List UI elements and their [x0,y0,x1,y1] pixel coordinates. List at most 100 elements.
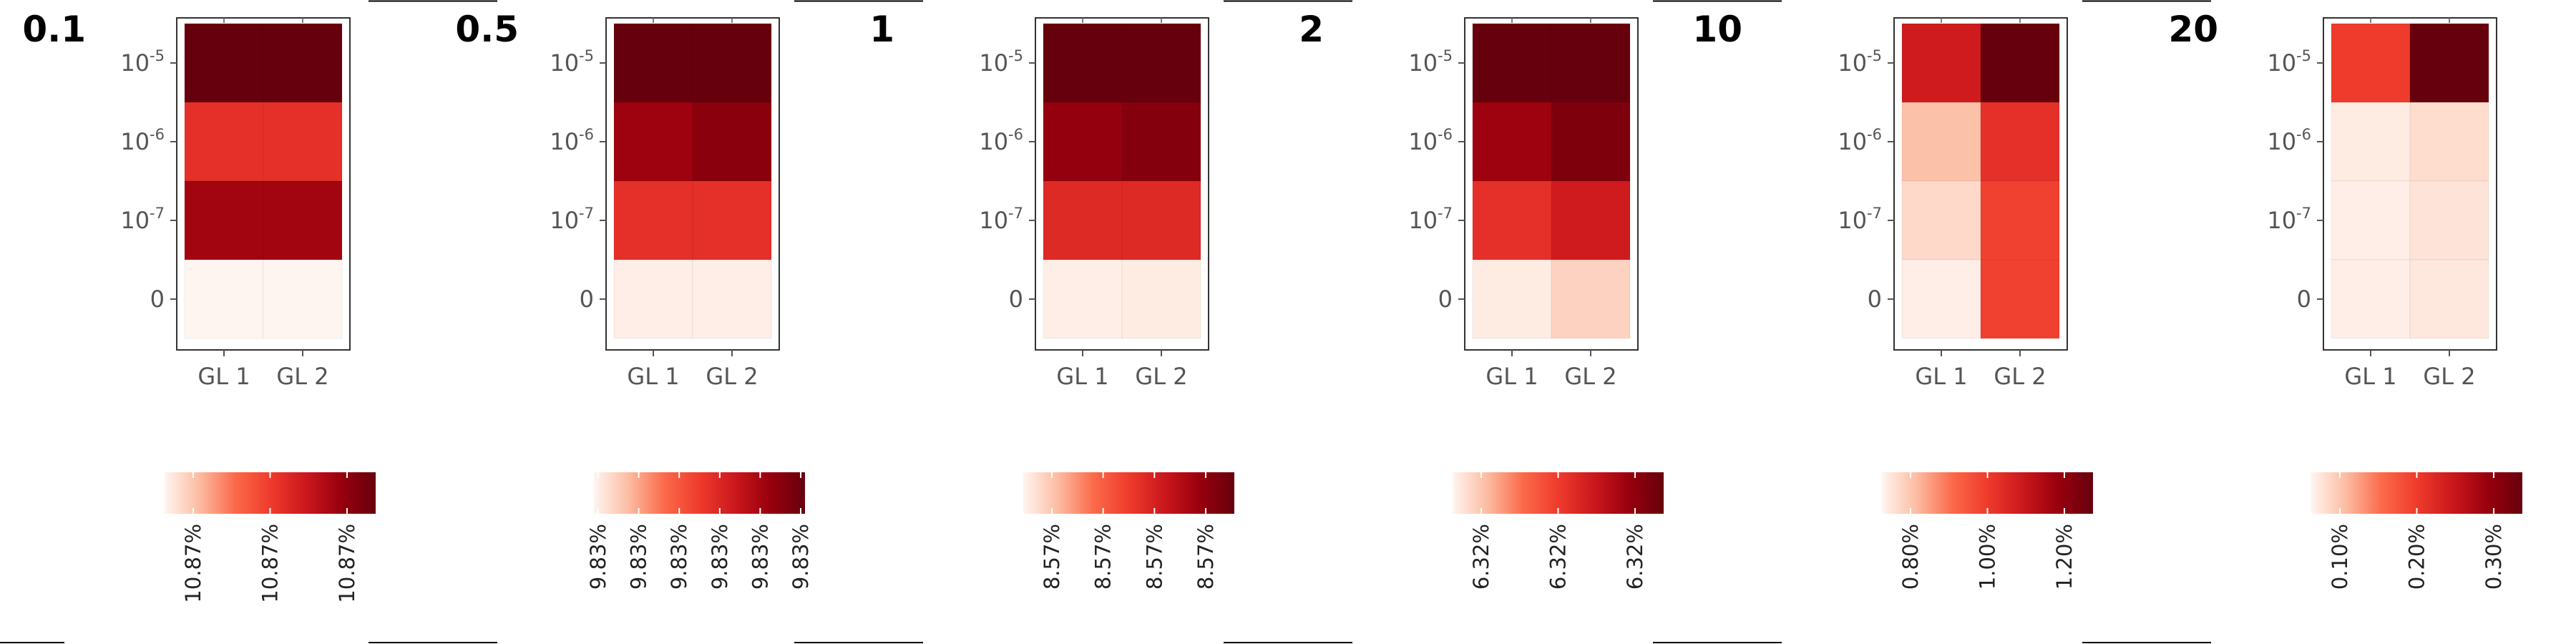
y-tick-exponent: -5 [1008,47,1023,64]
heatmap-cell [1980,23,2060,103]
panel-frame [605,17,780,351]
x-tick-label: GL 1 [1056,363,1108,390]
y-tick-base: 10 [1408,128,1438,155]
heatmap-cell [1901,180,1981,260]
y-tick-label: 10-6 [1838,126,1882,155]
y-tick-label: 0 [2297,286,2311,313]
y-tick-label: 10-7 [2267,205,2311,234]
y-tick-exponent: -7 [150,205,165,222]
colorbar-tick-label: 10.87% [181,524,205,603]
heatmap-cell [1121,259,1201,339]
colorbar-tick-label: 0.30% [2482,524,2506,590]
y-tick-base: 10 [1838,207,1867,234]
colorbar-tick-label: 1.20% [2052,524,2077,590]
heatmap-cell [1980,180,2060,260]
heatmap-cell [613,180,693,260]
heatmap-cell [613,259,693,339]
x-tick-label: GL 1 [1485,363,1538,390]
heatmap-cell [692,180,772,260]
y-tick-base: 10 [120,128,150,155]
heatmap-cell [263,259,343,339]
heatmap-cell [692,102,772,182]
colorbar [2311,472,2522,514]
heatmap-cell [1121,102,1201,182]
y-tick-base: 10 [1408,207,1438,234]
y-tick-exponent: -7 [1867,205,1882,222]
y-tick-exponent: -5 [1438,47,1453,64]
y-tick-base: 10 [2267,49,2296,77]
colorbar-tick-label: 0.80% [1898,524,1923,590]
y-tick-exponent: -6 [1008,126,1023,143]
heatmap-cell [1121,180,1201,260]
y-tick-exponent: -5 [2296,47,2311,64]
heatmap-cell [2409,180,2489,260]
y-tick-base: 10 [1408,49,1438,77]
colorbar [1882,472,2093,514]
colorbar-tick-label: 0.10% [2328,524,2352,590]
x-tick-label: GL 1 [627,363,679,390]
colorbar [1453,472,1664,514]
heatmap-cell [1043,102,1123,182]
y-tick-label: 0 [580,286,594,313]
heatmap-cell [2409,259,2489,339]
colorbar-tick-label: 9.83% [748,524,772,590]
panel-frame [1035,17,1209,351]
heatmap-cell [1043,23,1123,103]
y-tick-base: 10 [550,128,579,155]
heatmap-cell [1551,259,1631,339]
y-tick-exponent: -5 [150,47,165,64]
panel-title: 0.1 [22,9,86,50]
heatmap-cell [2409,102,2489,182]
y-tick-base: 10 [120,207,150,234]
y-tick-exponent: -7 [579,205,594,222]
heatmap-cell [1472,102,1552,182]
y-tick-label: 10-7 [1838,205,1882,234]
colorbar-tick-label: 10.87% [258,524,283,603]
y-tick-label: 10-5 [1408,47,1453,77]
x-tick-label: GL 2 [706,363,758,390]
colorbar-tick-label: 8.57% [1091,524,1116,590]
heatmap-cell [1980,102,2060,182]
y-tick-base: 10 [979,128,1008,155]
heatmap-cell [1901,259,1981,339]
colorbar-tick-label: 6.32% [1623,524,1647,590]
heatmap-cell [1551,23,1631,103]
panel-frame [176,17,351,351]
y-tick-label: 10-5 [2267,47,2311,77]
colorbar-tick-label: 0.20% [2405,524,2429,590]
y-tick-base: 0 [1868,286,1882,313]
colorbar-tick-label: 9.83% [789,524,813,590]
x-tick-label: GL 2 [276,363,328,390]
x-tick-label: GL 2 [2423,363,2475,390]
heatmap-cell [184,259,264,339]
heatmap-cell [1043,259,1123,339]
heatmap-cell [692,259,772,339]
y-tick-exponent: -7 [1438,205,1453,222]
panel-frame [1464,17,1639,351]
heatmap-cell [692,23,772,103]
colorbar-tick-label: 8.57% [1142,524,1166,590]
y-tick-base: 10 [2267,207,2296,234]
y-tick-exponent: -6 [579,126,594,143]
heatmap-cell [1472,180,1552,260]
heatmap-cell [1121,23,1201,103]
colorbar [594,472,805,514]
y-tick-base: 0 [1009,286,1023,313]
heatmap-cell [184,180,264,260]
y-tick-label: 0 [150,286,165,313]
heatmap-cell [184,102,264,182]
colorbar-tick-label: 10.87% [335,524,359,603]
panel-title: 2 [1299,9,1324,50]
colorbar-tick-label: 9.83% [667,524,691,590]
y-tick-label: 10-5 [120,47,165,77]
y-tick-label: 0 [1009,286,1023,313]
colorbar-tick-label: 8.57% [1194,524,1218,590]
colorbar [165,472,376,514]
colorbar [1023,472,1234,514]
y-tick-label: 10-5 [550,47,594,77]
